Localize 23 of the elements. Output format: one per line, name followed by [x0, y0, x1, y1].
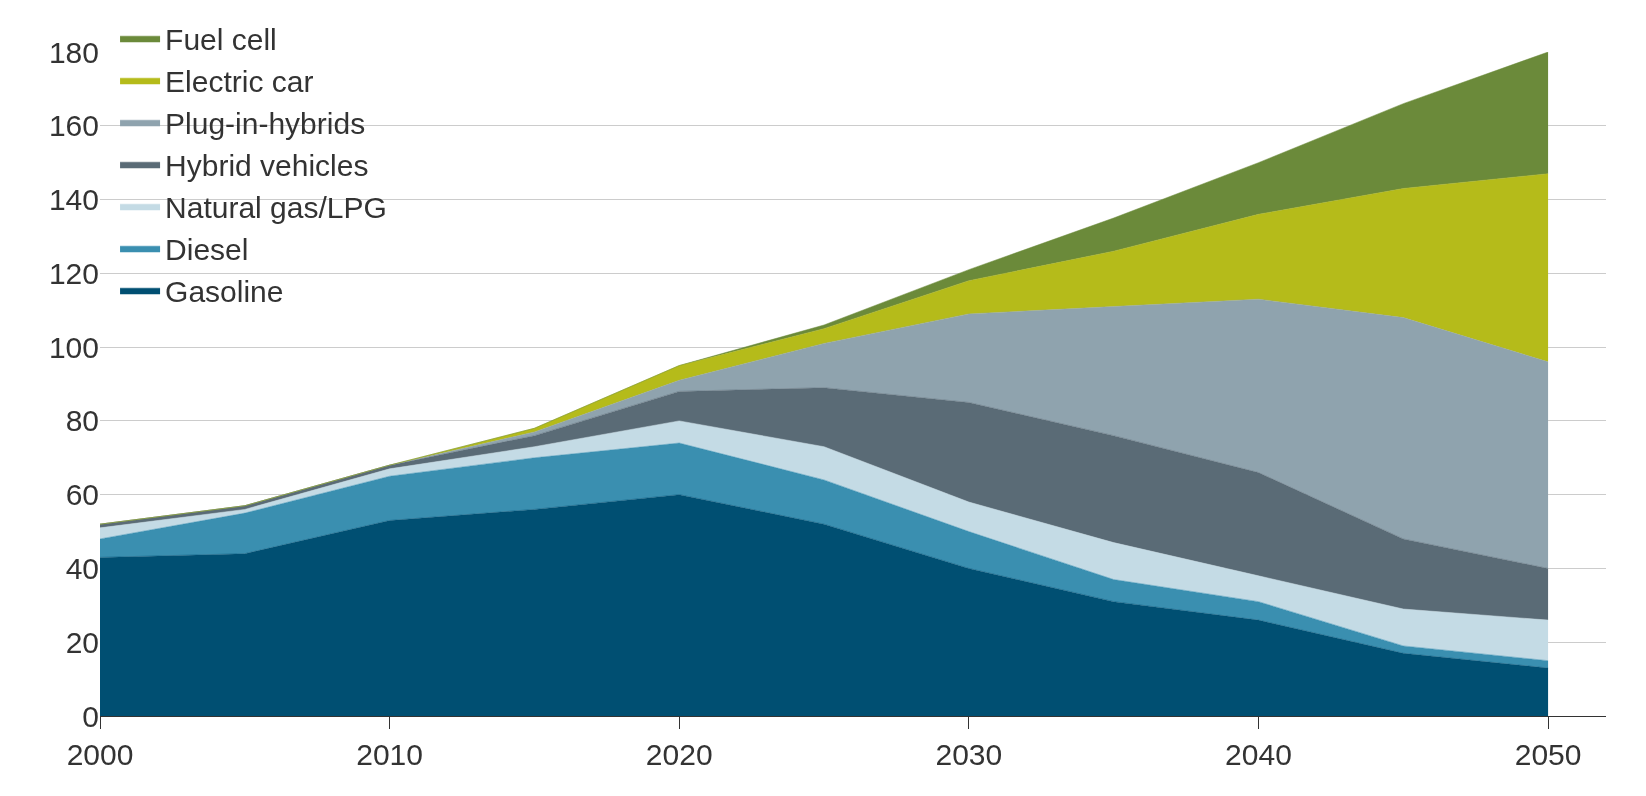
x-tick-label: 2040 — [1225, 738, 1292, 771]
y-tick-label: 80 — [65, 404, 99, 438]
legend-label: Plug-in-hybrids — [165, 106, 366, 140]
x-tick-label: 2030 — [935, 738, 1003, 771]
legend-label: Electric car — [165, 64, 314, 98]
y-tick-label: 120 — [48, 256, 99, 290]
y-tick-label: 20 — [65, 625, 99, 659]
y-tick-label: 0 — [82, 699, 99, 733]
y-tick-label: 60 — [65, 478, 99, 512]
y-tick-label: 180 — [48, 35, 99, 69]
y-tick-label: 160 — [48, 109, 99, 143]
legend-label: Fuel cell — [165, 22, 277, 56]
y-tick-label: 140 — [48, 183, 99, 217]
legend-label: Natural gas/LPG — [165, 190, 387, 224]
x-tick-label: 2050 — [1514, 738, 1582, 771]
y-tick-label: 100 — [48, 330, 99, 364]
legend-label: Gasoline — [165, 274, 284, 308]
legend-label: Diesel — [165, 232, 249, 266]
x-tick-label: 2000 — [66, 738, 134, 771]
y-tick-label: 40 — [65, 551, 99, 585]
legend-label: Hybrid vehicles — [165, 148, 369, 182]
x-tick-label: 2010 — [356, 738, 423, 771]
x-tick-label: 2020 — [645, 738, 713, 771]
